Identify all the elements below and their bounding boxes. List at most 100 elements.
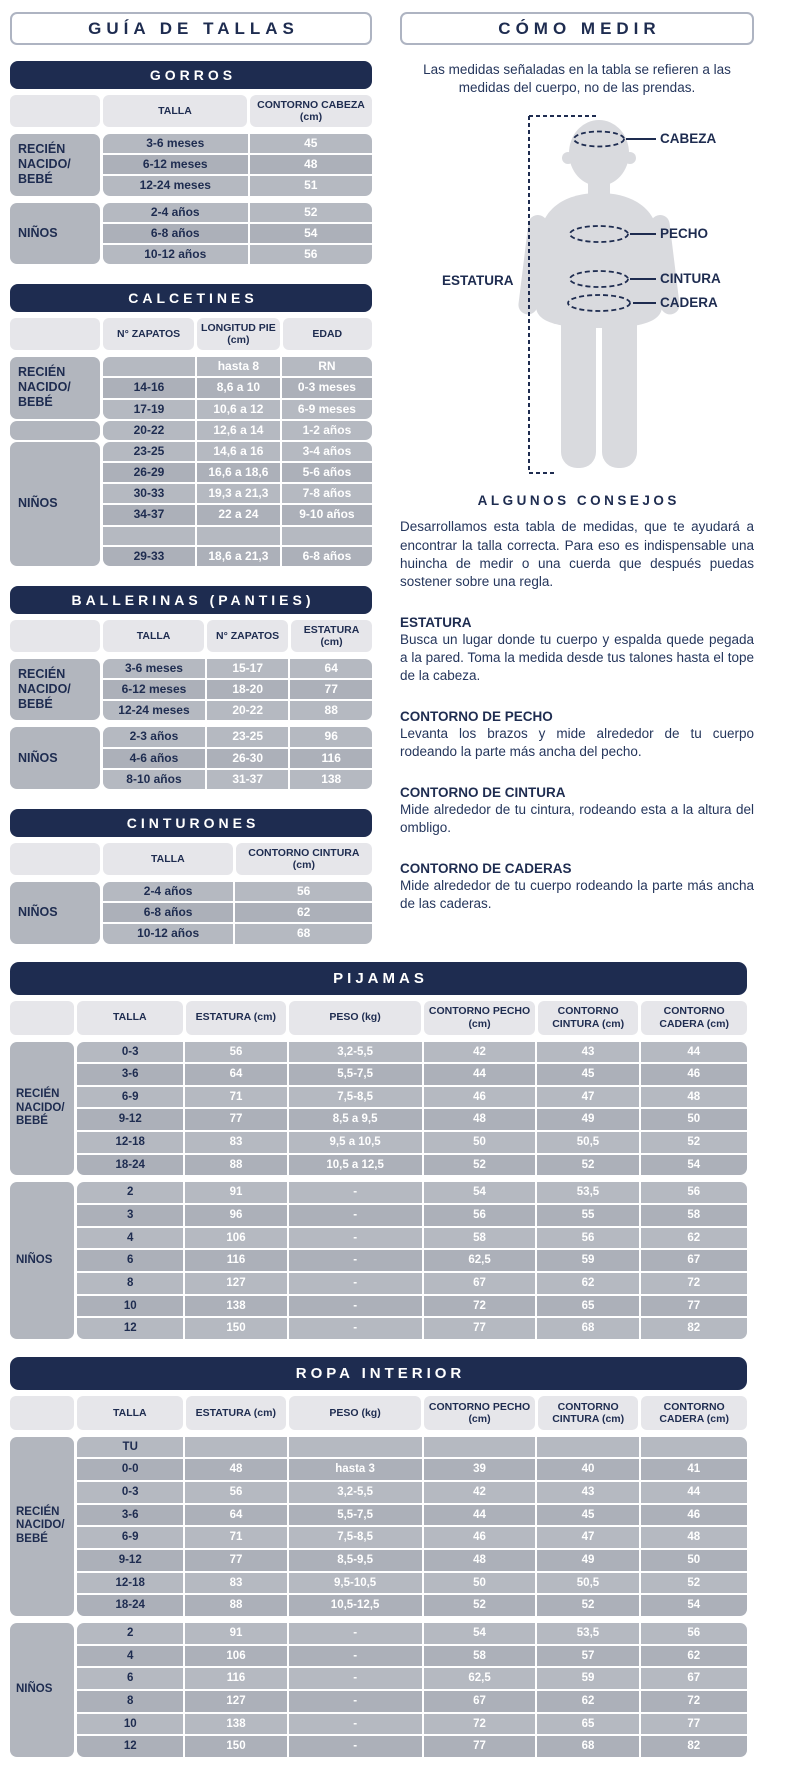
table-cell: 56 (640, 1182, 747, 1203)
table-cell: 88 (185, 1595, 287, 1616)
table-cell: 6-9 meses (281, 399, 372, 419)
table-cell: 68 (537, 1318, 639, 1339)
table-cell: 50,5 (537, 1132, 639, 1153)
table-row: 12-24 meses 51 (103, 176, 372, 196)
table-cell: 53,5 (537, 1182, 639, 1203)
table-cell: 58 (423, 1227, 536, 1249)
table-row: 18-24 88 10,5-12,5 52 52 54 (77, 1595, 747, 1616)
table-cell: hasta 8 (196, 357, 280, 377)
table-cell: 2-4 años (103, 202, 248, 222)
table-cell (640, 1436, 747, 1458)
table-row: 2-4 años 52 (103, 202, 372, 222)
table-cell: 52 (640, 1572, 747, 1594)
table-cell: 72 (423, 1713, 536, 1735)
group-label: NIÑOS (10, 202, 100, 265)
ropa_interior-group: RECIÉN NACIDO/ BEBÉ TU 0-0 48 hasta 3 39 40 41 0… (10, 1436, 747, 1616)
group-label: RECIÉN NACIDO/ BEBÉ (10, 1041, 74, 1176)
table-cell: 3,2-5,5 (288, 1041, 422, 1063)
table-cell: 53,5 (537, 1622, 639, 1644)
table-cell: 127 (185, 1272, 287, 1294)
gorros-rows: 2-4 años 52 6-8 años 54 10-12 años 56 (103, 202, 372, 265)
column-header: N° ZAPATOS (103, 318, 195, 351)
table-cell: 42 (423, 1041, 536, 1063)
table-cell: 18-20 (206, 680, 289, 700)
column-header: CONTORNO PECHO (cm) (424, 1395, 535, 1430)
table-cell: 52 (423, 1154, 536, 1176)
table-cell: - (288, 1736, 422, 1757)
cabeza-label: CABEZA (660, 131, 717, 147)
table-cell: 18-24 (77, 1154, 184, 1176)
table-cell: 50 (640, 1109, 747, 1131)
table-cell: 3-6 meses (103, 134, 248, 154)
table-cell: 3-6 (77, 1064, 184, 1085)
ballerinas-table: BALLERINAS (PANTIES) TALLA N° ZAPATOS ESTAT… (10, 585, 372, 789)
table-cell: 7,5-8,5 (288, 1527, 422, 1549)
table-cell: 52 (640, 1132, 747, 1153)
table-cell: 34-37 (103, 505, 195, 525)
table-cell: 72 (640, 1272, 747, 1294)
table-row: 2-4 años 56 (103, 881, 372, 902)
contorno-cintura-text: Mide alrededor de tu cintura, rodeando e… (400, 802, 754, 836)
table-cell: 5-6 años (281, 463, 372, 483)
body-measure-diagram: CABEZA PECHO CINTURA CADERA ESTATURA (400, 101, 754, 483)
table-cell: 2-4 años (103, 881, 234, 902)
ropa_interior-header-cells: TALLA ESTATURA (cm) PESO (kg) CONTORNO PECH… (77, 1395, 747, 1430)
table-cell: 23-25 (103, 441, 195, 462)
table-cell: 48 (640, 1527, 747, 1549)
calcetines-title-bar: CALCETINES (10, 284, 372, 313)
table-cell: 6-8 años (103, 903, 234, 923)
table-cell: 67 (423, 1272, 536, 1294)
table-cell: 44 (423, 1064, 536, 1085)
gorros-rows: 3-6 meses 45 6-12 meses 48 12-24 meses 51 (103, 134, 372, 196)
table-cell: 54 (249, 223, 372, 243)
table-cell: 44 (423, 1504, 536, 1526)
table-row: 10 138-72 65 77 (77, 1713, 747, 1735)
gorros-header-cells: TALLA CONTORNO CABEZA (cm) (103, 95, 372, 127)
table-cell: 54 (423, 1622, 536, 1644)
table-cell: 3,2-5,5 (288, 1482, 422, 1503)
table-cell: 56 (640, 1622, 747, 1644)
table-cell: - (288, 1227, 422, 1249)
table-row: hasta 8 RN (103, 357, 372, 377)
table-cell: 22 a 24 (196, 505, 280, 525)
cinturones-title-bar: CINTURONES (10, 808, 372, 837)
column-header: CONTORNO CINTURA (cm) (537, 1000, 639, 1035)
pijamas-group: NIÑOS 2 91-54 53,5 56 3 96-56 55 58 4 106-58 56 62 6 1… (10, 1182, 747, 1339)
group-label: RECIÉN NACIDO/ BEBÉ (10, 658, 100, 721)
table-cell: - (288, 1318, 422, 1339)
pijamas-header-row: TALLA ESTATURA (cm) PESO (kg) CONTORNO PECH… (10, 1000, 747, 1035)
consejos-text: Desarrollamos esta tabla de medidas, que… (400, 519, 754, 589)
column-header: LONGITUD PIE (cm) (197, 318, 280, 351)
table-cell: 2-3 años (103, 727, 205, 747)
cinturones-rows: 2-4 años 56 6-8 años 62 10-12 años 68 (103, 881, 372, 944)
column-header: TALLA (103, 95, 247, 127)
pijamas-rows: 2 91-54 53,5 56 3 96-56 55 58 4 106-58 56 62 6 116-62… (77, 1182, 747, 1339)
table-cell: 40 (537, 1459, 639, 1481)
table-cell: 45 (537, 1064, 639, 1085)
table-cell: 62 (537, 1690, 639, 1712)
table-cell: 50 (423, 1132, 536, 1153)
table-cell: 96 (185, 1204, 287, 1226)
calcetines-corner-cell (10, 318, 100, 351)
table-row: 12-18 83 9,5-10,5 50 50,5 52 (77, 1572, 747, 1594)
table-cell: 67 (423, 1690, 536, 1712)
table-cell: 3-4 años (281, 441, 372, 462)
cadera-label: CADERA (660, 295, 718, 311)
table-cell: 48 (423, 1550, 536, 1571)
group-label: NIÑOS (10, 1182, 74, 1339)
column-header: CONTORNO CADERA (cm) (641, 1395, 747, 1430)
table-cell: hasta 3 (288, 1459, 422, 1481)
algunos-consejos-title: ALGUNOS CONSEJOS (477, 493, 680, 509)
table-cell: 64 (290, 658, 372, 678)
table-cell: 10 (77, 1713, 184, 1735)
table-cell: 46 (640, 1504, 747, 1526)
table-cell: 6-12 meses (103, 680, 205, 700)
column-header: ESTATURA (cm) (185, 1395, 286, 1430)
table-cell: 0-3 (77, 1482, 184, 1503)
table-cell (423, 1436, 536, 1458)
table-row: 6-12 meses 48 (103, 155, 372, 175)
group-label: NIÑOS (10, 441, 100, 566)
contorno-pecho-section: CONTORNO DE PECHO Levanta los brazos y m… (400, 709, 754, 761)
measure-intro-text: Las medidas señaladas en la tabla se ref… (423, 62, 731, 96)
ballerinas-title-bar: BALLERINAS (PANTIES) (10, 585, 372, 614)
